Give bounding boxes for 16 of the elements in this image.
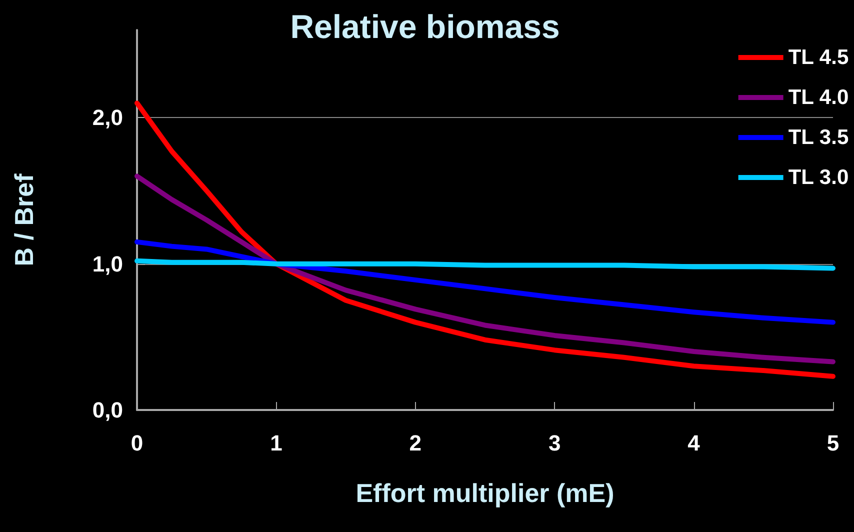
y-tick-label: 1,0 [92, 251, 123, 276]
x-tick-label: 4 [688, 430, 701, 456]
y-axis-title: B / Bref [9, 173, 39, 266]
chart-title: Relative biomass [290, 8, 560, 45]
legend-label: TL 4.0 [788, 86, 849, 109]
x-axis-title: Effort multiplier (mE) [356, 478, 614, 508]
x-tick-label: 1 [270, 430, 282, 456]
x-tick-label: 2 [409, 430, 422, 456]
x-tick-label: 3 [548, 430, 561, 456]
x-tick-label: 5 [826, 430, 840, 456]
y-tick-label: 2,0 [92, 105, 123, 130]
y-tick-label: 0,0 [92, 398, 123, 422]
legend-label: TL 3.0 [788, 166, 849, 189]
x-tick-label: 0 [130, 430, 144, 456]
legend-label: TL 3.5 [788, 126, 849, 149]
legend-label: TL 4.5 [788, 46, 849, 69]
